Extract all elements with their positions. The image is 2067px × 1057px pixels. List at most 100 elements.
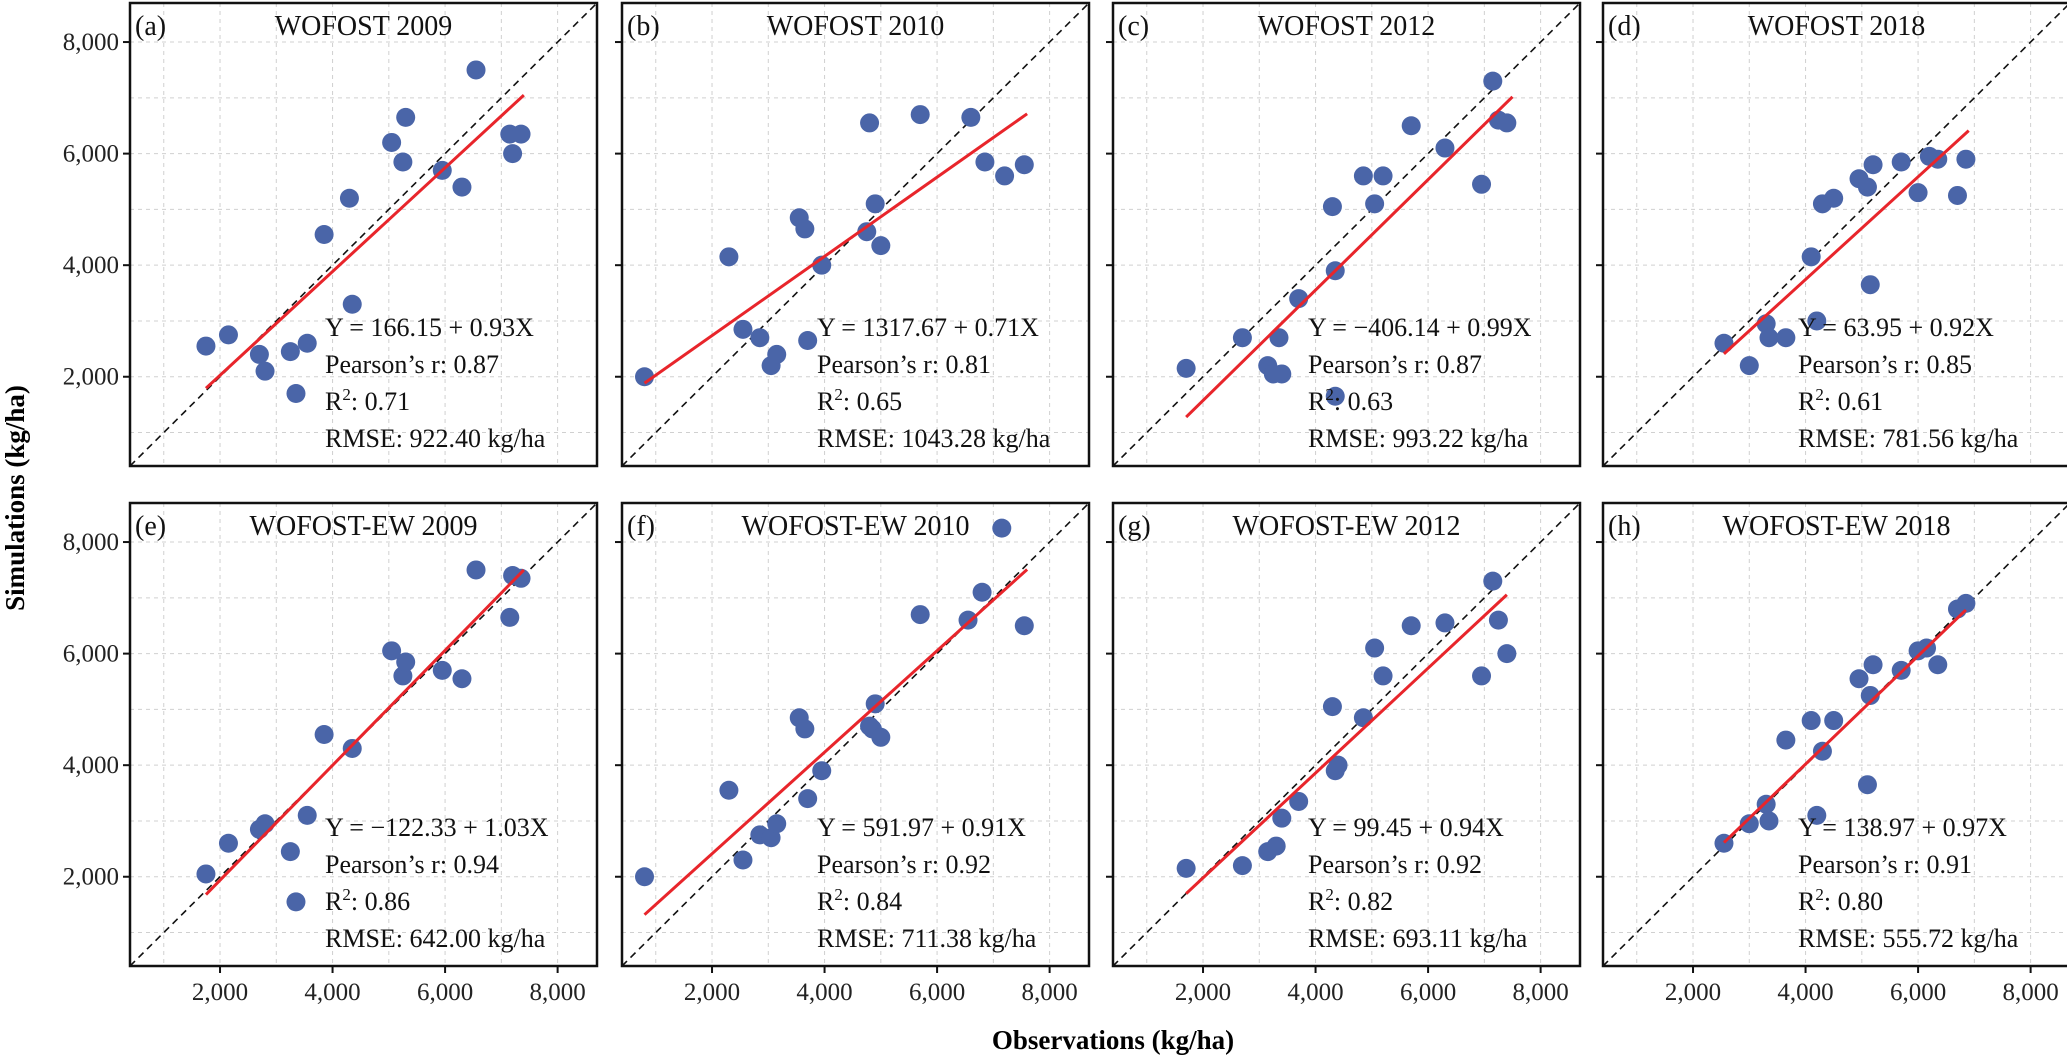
data-point [1272, 808, 1292, 828]
scatter-panel-2: (b) WOFOST 2010 Y = 1317.67 + 0.71X Pearson… [615, 1, 1091, 468]
data-point [1739, 814, 1759, 834]
data-point [733, 319, 753, 339]
data-point [1483, 71, 1503, 91]
data-point [1928, 655, 1948, 675]
x-tick-label: 8,000 [2002, 979, 2058, 1006]
x-tick-label: 6,000 [909, 979, 965, 1006]
panel-label: (d) [1608, 11, 1641, 42]
data-point [382, 132, 402, 152]
pearson-r: Pearson’s r: 0.92 [1308, 850, 1482, 879]
panel-title: WOFOST 2012 [1258, 11, 1436, 42]
regression-line [1722, 608, 1967, 844]
data-point [795, 219, 815, 239]
fit-equation: Y = 99.45 + 0.94X [1308, 813, 1504, 842]
regression-line [643, 112, 1028, 385]
regression-line [1722, 129, 1970, 355]
panel-title: WOFOST 2009 [275, 11, 453, 42]
regression-line [1185, 593, 1508, 895]
panel-frame [128, 1, 599, 468]
data-point [452, 669, 472, 689]
data-point [382, 641, 402, 661]
panel-frame [1601, 1, 2067, 468]
data-point [1857, 177, 1877, 197]
x-axis-title: Observations (kg/ha) [992, 1025, 1234, 1055]
data-point [1322, 697, 1342, 717]
x-tick-label: 6,000 [417, 979, 473, 1006]
data-point [798, 789, 818, 809]
r-squared: R2: 0.65 [817, 385, 902, 416]
data-point [218, 325, 238, 345]
r-squared: R2: 0.80 [1798, 885, 1883, 916]
data-point [719, 247, 739, 267]
r-squared: R2: 0.63 [1308, 385, 1393, 416]
data-point [1863, 155, 1883, 175]
data-point [1849, 669, 1869, 689]
x-tick-label: 2,000 [1175, 979, 1231, 1006]
x-tick-label: 8,000 [1512, 979, 1568, 1006]
data-point [286, 892, 306, 912]
data-point [972, 582, 992, 602]
data-point [393, 152, 413, 172]
data-point [812, 761, 832, 781]
data-point [1776, 328, 1796, 348]
data-point [1266, 836, 1286, 856]
x-tick-label: 6,000 [1890, 979, 1946, 1006]
x-tick-label: 2,000 [684, 979, 740, 1006]
panel-frame [620, 501, 1091, 968]
data-point [1014, 616, 1034, 636]
data-point [871, 236, 891, 256]
data-point [196, 864, 216, 884]
x-tick-label: 8,000 [1021, 979, 1077, 1006]
data-point [342, 738, 362, 758]
fit-equation: Y = 63.95 + 0.92X [1798, 313, 1994, 342]
panel-frame [620, 1, 1091, 468]
data-point [511, 124, 531, 144]
data-point [1472, 174, 1492, 194]
y-tick-label: 4,000 [63, 252, 119, 279]
fit-equation: Y = 138.97 + 0.97X [1798, 813, 2007, 842]
rmse: RMSE: 555.72 kg/ha [1798, 924, 2019, 953]
panel-label: (c) [1118, 11, 1149, 42]
data-point [196, 336, 216, 356]
r-squared: R2: 0.61 [1798, 385, 1883, 416]
one-to-one-line [622, 503, 1089, 966]
data-point [255, 814, 275, 834]
panel-title: WOFOST-EW 2009 [250, 511, 478, 542]
data-point [910, 105, 930, 125]
fit-equation: Y = 166.15 + 0.93X [325, 313, 534, 342]
panel-label: (g) [1118, 511, 1151, 542]
scatter-panel-7: 2,000 4,000 6,000 8,000 (g) WOFOST-EW 2012 Y =… [1106, 501, 1582, 1006]
data-point [280, 842, 300, 862]
rmse: RMSE: 642.00 kg/ha [325, 924, 546, 953]
data-point [1956, 149, 1976, 169]
data-point [635, 867, 655, 887]
one-to-one-line [1113, 3, 1580, 466]
data-point [1353, 166, 1373, 186]
data-point [314, 225, 334, 244]
data-point [860, 113, 880, 133]
data-point [1863, 655, 1883, 675]
data-point [1289, 791, 1309, 811]
data-point [339, 188, 359, 208]
data-point [795, 719, 815, 739]
data-point [1759, 328, 1779, 348]
data-point [1176, 358, 1196, 378]
data-point [871, 727, 891, 747]
data-point [857, 222, 877, 242]
panel-frame [128, 501, 599, 968]
r-squared: R2: 0.84 [817, 885, 902, 916]
data-point [503, 144, 523, 164]
data-point [1232, 856, 1252, 876]
data-point [1373, 666, 1393, 686]
r-squared: R2: 0.86 [325, 885, 410, 916]
data-point [865, 194, 885, 214]
data-point [1014, 155, 1034, 175]
rmse: RMSE: 993.22 kg/ha [1308, 424, 1529, 453]
data-point [1739, 356, 1759, 376]
data-point [1365, 638, 1385, 658]
pearson-r: Pearson’s r: 0.81 [817, 350, 991, 379]
panel-title: WOFOST-EW 2010 [742, 511, 970, 542]
data-point [1812, 741, 1832, 761]
x-tick-label: 4,000 [1287, 979, 1343, 1006]
